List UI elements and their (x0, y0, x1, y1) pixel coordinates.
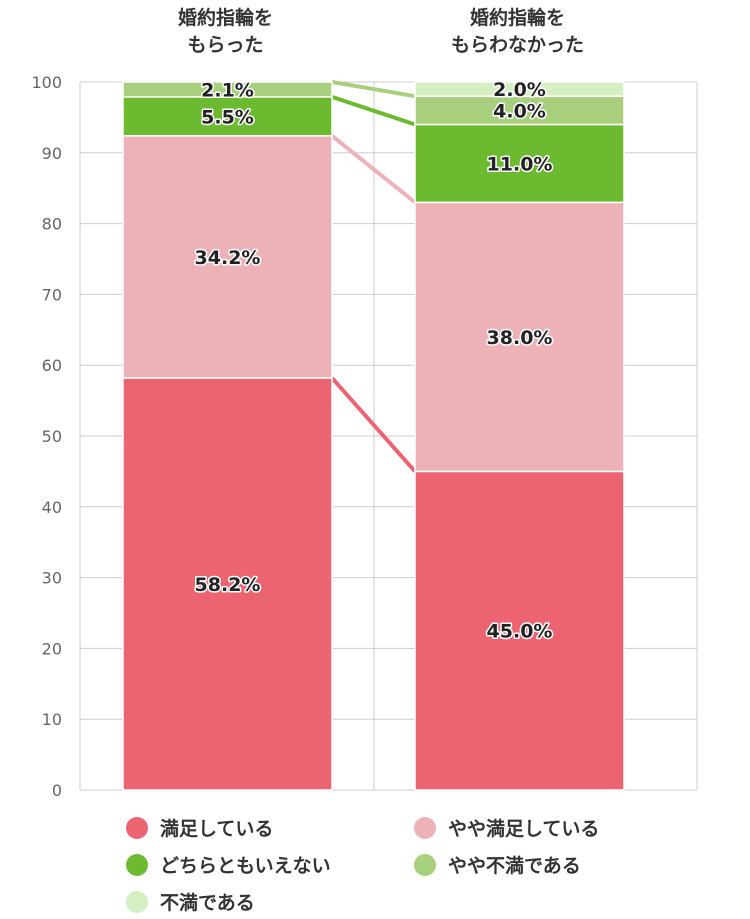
legend-swatch (126, 816, 148, 839)
connector-lines (330, 80, 417, 473)
data-label: 34.2% (195, 247, 261, 269)
y-tick-label: 60 (42, 356, 62, 375)
legend-item-neutral: どちらともいえない (126, 851, 331, 878)
legend-item-dissatisfied: 不満である (126, 888, 255, 915)
data-label: 2.0% (493, 79, 546, 101)
legend-item-somewhat-dissatisfied: やや不満である (414, 851, 581, 878)
legend-swatch (414, 816, 436, 839)
data-label: 38.0% (487, 327, 553, 349)
bar-segment (414, 123, 625, 204)
y-tick-label: 90 (42, 144, 62, 163)
data-label: 11.0% (487, 153, 553, 175)
y-tick-label: 40 (42, 498, 62, 517)
bar-segment (414, 201, 625, 473)
data-label: 4.0% (493, 100, 546, 122)
bar-segment (122, 81, 333, 98)
connector-line (330, 134, 417, 204)
y-tick-label: 0 (52, 781, 62, 800)
category-title: 婚約指輪を (470, 6, 565, 29)
y-axis: 0 10 20 30 40 50 60 70 80 90 100 (31, 73, 62, 800)
legend-item-satisfied: 満足している (126, 814, 273, 841)
connector-line (331, 94, 416, 127)
connector-line (330, 376, 417, 473)
data-label: 45.0% (487, 621, 553, 643)
legend-label: やや満足している (448, 818, 600, 840)
legend-swatch (414, 853, 436, 876)
legend-label: 不満である (160, 892, 255, 914)
legend-label: 満足している (160, 818, 274, 840)
y-tick-label: 100 (31, 73, 62, 92)
y-tick-label: 70 (42, 285, 62, 304)
legend-label: やや不満である (448, 855, 581, 877)
data-label: 2.1% (201, 79, 254, 101)
connector-line (331, 80, 416, 99)
legend-item-somewhat-satisfied: やや満足している (414, 814, 599, 841)
legend-swatch (126, 853, 148, 876)
bar-segment (414, 95, 625, 126)
data-label: 58.2% (195, 574, 261, 596)
category-title: もらわなかった (451, 34, 584, 56)
y-tick-label: 80 (42, 215, 62, 234)
y-tick-label: 50 (42, 427, 62, 446)
category-title: 婚約指輪を (178, 6, 273, 29)
bars (122, 81, 625, 791)
y-tick-label: 10 (42, 710, 62, 729)
category-title: もらった (187, 34, 263, 56)
data-labels: 58.2% 34.2% 5.5% 2.1% 45.0% 38.0% 11.0% 4.0%2.0… (193, 78, 554, 645)
y-tick-label: 30 (42, 569, 62, 588)
data-label: 5.5% (201, 106, 254, 128)
y-tick-label: 20 (42, 639, 62, 658)
legend-swatch (126, 890, 148, 913)
legend-label: どちらともいえない (160, 855, 331, 877)
bar-segment (414, 81, 625, 97)
